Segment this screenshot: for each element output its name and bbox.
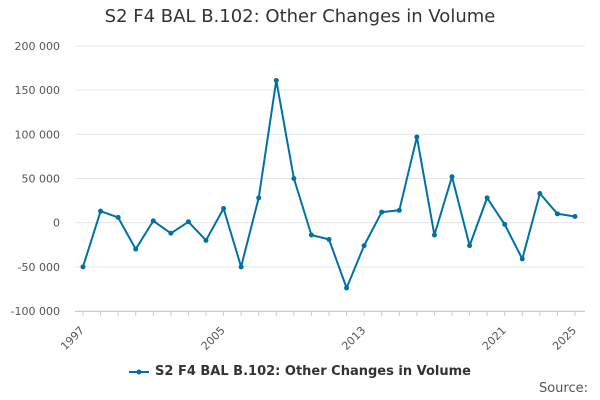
legend-line-marker-icon <box>129 369 150 374</box>
data-point[interactable] <box>203 237 209 243</box>
data-point[interactable] <box>502 221 508 227</box>
chart-title: S2 F4 BAL B.102: Other Changes in Volume <box>104 6 496 27</box>
gridlines <box>75 45 585 312</box>
y-tick-label: 50 000 <box>22 173 61 186</box>
y-tick-label: -50 000 <box>18 261 60 274</box>
data-point[interactable] <box>150 218 156 224</box>
data-point[interactable] <box>379 209 385 215</box>
data-point[interactable] <box>484 195 490 201</box>
y-tick-label: 0 <box>53 217 60 230</box>
legend-label: S2 F4 BAL B.102: Other Changes in Volume <box>155 364 471 379</box>
x-tick-label: 2025 <box>550 324 579 353</box>
data-point[interactable] <box>467 243 473 249</box>
y-axis: -100 000 -50 000 0 50 000 100 000 150 000 200 … <box>11 40 60 318</box>
data-point[interactable] <box>308 232 314 238</box>
data-point[interactable] <box>98 208 104 214</box>
data-point[interactable] <box>238 264 244 270</box>
data-point[interactable] <box>326 236 332 242</box>
x-tick-label: 2021 <box>480 324 509 353</box>
legend-item[interactable]: S2 F4 BAL B.102: Other Changes in Volume <box>129 364 471 379</box>
data-point[interactable] <box>133 246 139 252</box>
x-tick-label: 1997 <box>58 324 87 353</box>
data-point[interactable] <box>256 195 262 201</box>
data-point[interactable] <box>519 256 525 262</box>
x-axis: 1997 2005 2013 2021 2025 <box>58 311 585 353</box>
data-point[interactable] <box>115 214 121 220</box>
x-tick-label: 2005 <box>199 324 228 353</box>
data-point[interactable] <box>431 232 437 238</box>
data-point[interactable] <box>537 191 543 197</box>
data-point[interactable] <box>449 174 455 180</box>
series-group[interactable] <box>80 77 578 291</box>
y-tick-label: -100 000 <box>11 305 60 318</box>
data-point[interactable] <box>361 243 367 249</box>
data-point[interactable] <box>291 176 297 181</box>
y-tick-label: 150 000 <box>15 84 61 97</box>
y-tick-label: 200 000 <box>15 40 61 53</box>
series-line[interactable] <box>82 79 576 289</box>
data-point[interactable] <box>80 264 86 270</box>
data-point[interactable] <box>344 285 350 291</box>
data-point[interactable] <box>168 230 174 236</box>
x-tick-label: 2013 <box>339 324 368 353</box>
data-point[interactable] <box>414 134 420 140</box>
data-point[interactable] <box>572 213 578 219</box>
legend[interactable]: S2 F4 BAL B.102: Other Changes in Volume <box>0 364 600 381</box>
data-point[interactable] <box>185 219 191 225</box>
y-tick-label: 100 000 <box>15 128 61 141</box>
data-point[interactable] <box>221 206 227 212</box>
source-label: Source: <box>538 381 588 396</box>
data-point[interactable] <box>396 207 402 213</box>
data-point[interactable] <box>554 211 560 217</box>
data-point[interactable] <box>273 77 279 83</box>
